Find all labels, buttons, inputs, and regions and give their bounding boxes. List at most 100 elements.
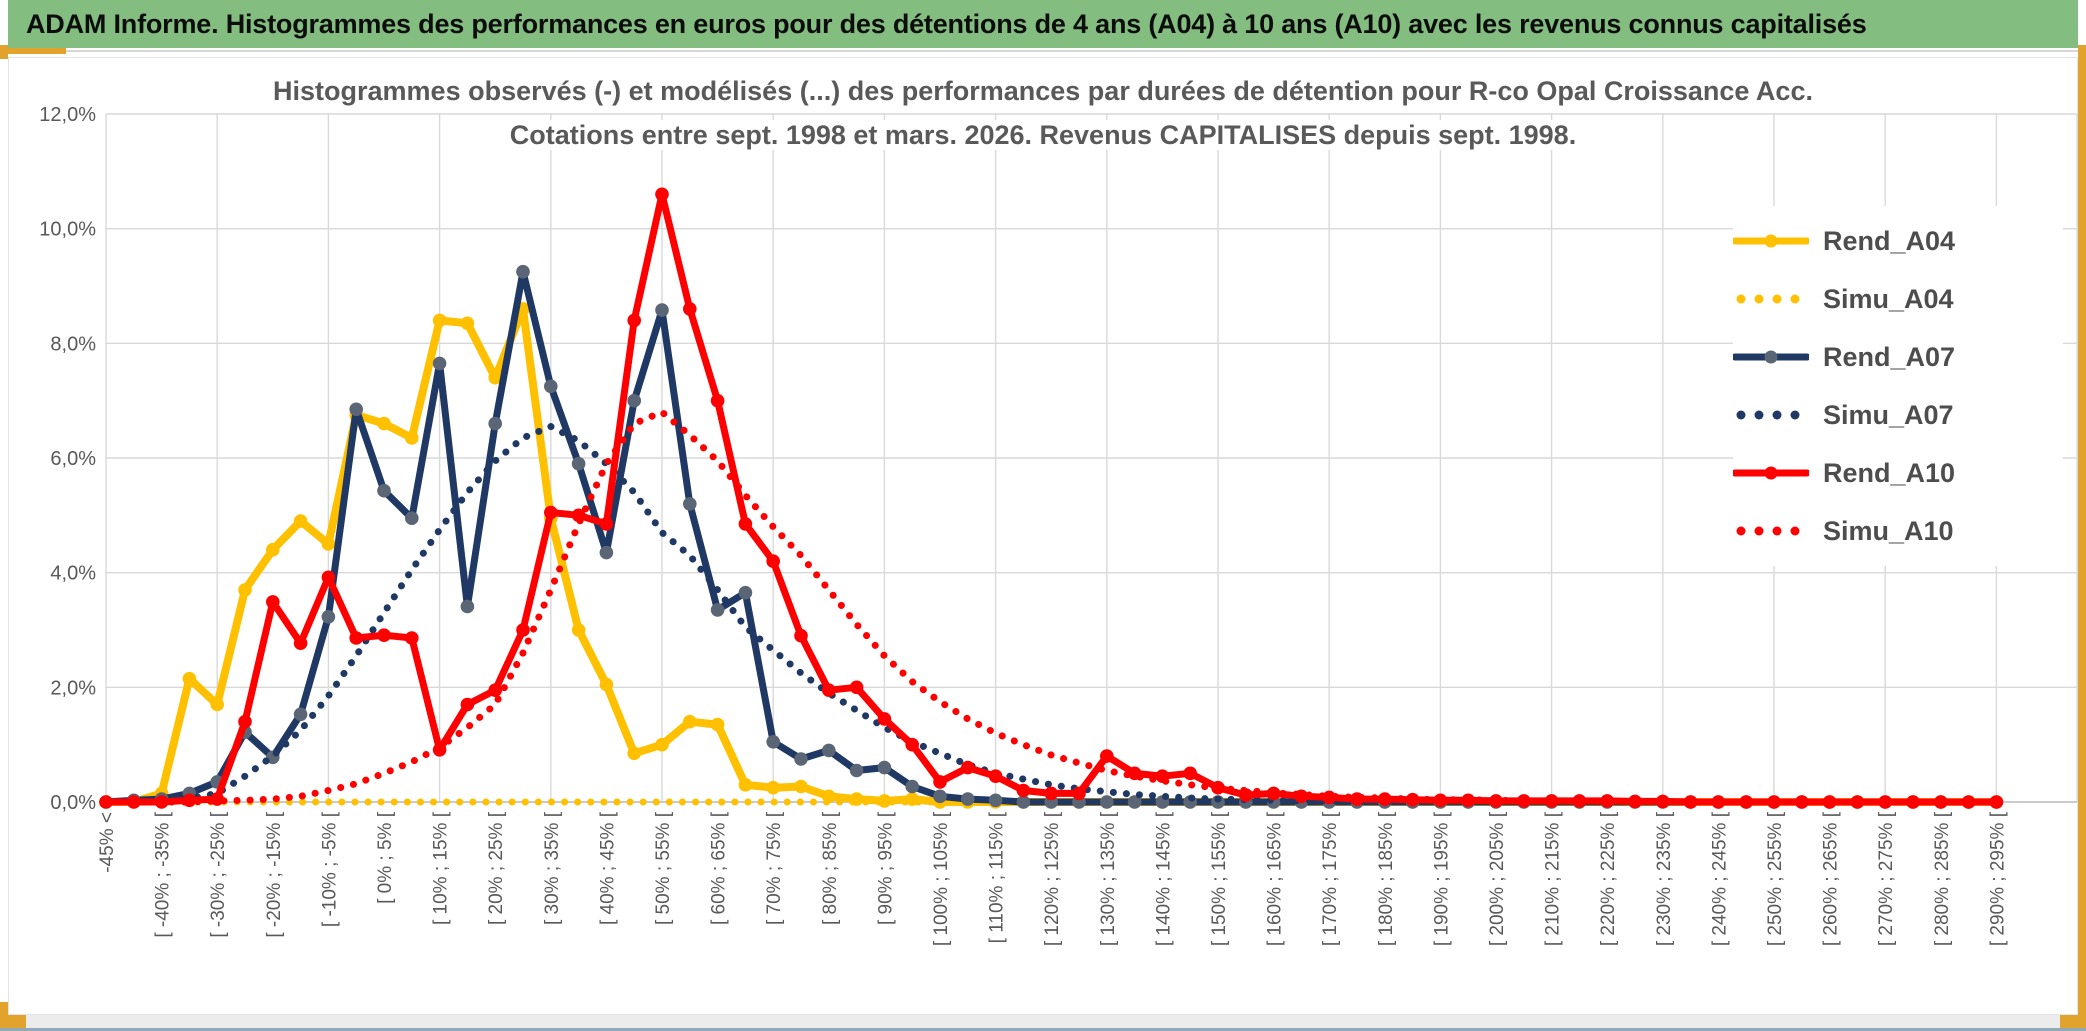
data-point [766,735,780,749]
data-point [1016,795,1031,809]
data-point [1739,795,1753,809]
data-point [1044,786,1058,801]
data-point [460,316,475,331]
data-point [877,760,892,775]
data-point [1100,795,1114,809]
data-point [877,712,892,726]
legend-item-rend_a10[interactable]: Rend_A10 [1733,444,2063,502]
x-axis-label: [ 190% ; 195% [ [1431,811,1452,946]
legend-item-simu_a04[interactable]: Simu_A04 [1733,270,2063,328]
data-point [822,683,836,697]
data-point [1767,795,1781,809]
x-axis-label: [ 200% ; 205% [ [1487,811,1508,946]
x-axis-label: -45% < [97,812,118,873]
bottom-bar-right-cap [2060,1015,2086,1031]
x-axis-label: [ 250% ; 255% [ [1765,811,1786,946]
legend-item-simu_a07[interactable]: Simu_A07 [1733,386,2063,444]
data-point [822,743,836,758]
x-axis-label: [ -40% ; -35% [ [153,811,174,937]
data-point [988,769,1003,783]
data-point [988,793,1003,808]
data-point [1127,795,1142,809]
data-point [794,752,808,766]
series-line-simu_a07 [102,423,2000,806]
data-point [710,603,725,617]
legend-item-rend_a07[interactable]: Rend_A07 [1733,328,2063,386]
legend-item-rend_a04[interactable]: Rend_A04 [1733,212,2063,270]
x-axis-label: [ 280% ; 285% [ [1932,811,1953,946]
y-axis-label: 2,0% [50,677,96,699]
data-point [933,775,947,789]
x-axis-label: [ 20% ; 25% [ [486,811,507,925]
x-axis-label: [ 110% ; 115% [ [987,811,1008,943]
data-point [738,585,753,600]
data-point [210,697,224,712]
chart-legend: Rend_A04 Simu_A04 Rend_A07 Simu_A07 Rend_A10… [1733,206,2063,566]
data-point [655,187,669,202]
data-point [1961,795,1976,809]
data-point [377,628,391,642]
data-point [738,778,753,792]
page-title: ADAM Informe. Histogrammes des performan… [26,8,1867,39]
header-bar: ADAM Informe. Histogrammes des performan… [8,0,2078,48]
data-point [599,517,614,531]
x-axis-label: [ 140% ; 145% [ [1153,811,1174,946]
y-axis-label: 4,0% [50,563,96,585]
gold-border-left-top [0,45,8,59]
data-point [321,537,336,551]
data-point [182,671,197,686]
data-point [766,554,780,568]
data-point [627,746,641,761]
data-point [349,631,364,645]
data-point [1795,795,1809,809]
bottom-scroll-area[interactable] [0,1015,2086,1031]
data-point [460,599,475,614]
data-point [599,545,614,560]
series-simu_a10 [102,408,2000,806]
data-point [794,628,808,643]
x-axis-label: [ 90% ; 95% [ [875,811,896,925]
data-point [627,393,641,408]
series-markers-rend_a10 [99,187,2004,809]
x-axis-label: [ 120% ; 125% [ [1042,811,1063,946]
data-point [683,302,697,316]
y-axis-label: 10,0% [39,219,96,241]
x-axis-label: [ 40% ; 45% [ [597,811,618,925]
y-axis-label: 6,0% [50,448,96,470]
data-point [710,393,725,408]
data-point [1544,794,1559,808]
solid-line-swatch-icon [1733,466,1809,480]
data-point [460,697,475,712]
x-axis-label: [ 70% ; 75% [ [764,811,785,925]
legend-item-simu_a10[interactable]: Simu_A10 [1733,502,2063,560]
gold-border-right [2078,45,2086,1031]
data-point [655,303,669,317]
data-point [933,789,947,804]
legend-label: Simu_A10 [1823,515,1954,546]
data-point [377,416,391,431]
data-point [488,683,503,697]
x-axis-label: [ 220% ; 225% [ [1598,811,1619,946]
legend-label: Rend_A04 [1823,225,1956,256]
series-markers-rend_a04 [99,302,2004,809]
data-point [1072,786,1086,801]
solid-line-swatch-icon [1733,350,1809,364]
data-point [738,517,753,531]
x-axis-label: [ 50% ; 55% [ [653,811,674,925]
data-point [849,763,864,778]
data-point [1016,783,1031,798]
series-rend_a04 [99,302,2004,809]
data-point [405,631,419,645]
data-point [571,456,586,471]
series-rend_a10 [99,187,2004,809]
data-point [627,313,641,328]
data-point [1989,795,2004,809]
x-axis-label: [ 60% ; 65% [ [709,811,730,925]
data-point [488,416,503,431]
solid-line-swatch-icon [1733,234,1809,248]
data-point [405,511,419,525]
data-point [766,780,780,795]
x-axis-label: [ 10% ; 15% [ [431,811,452,925]
data-point [1183,766,1197,781]
